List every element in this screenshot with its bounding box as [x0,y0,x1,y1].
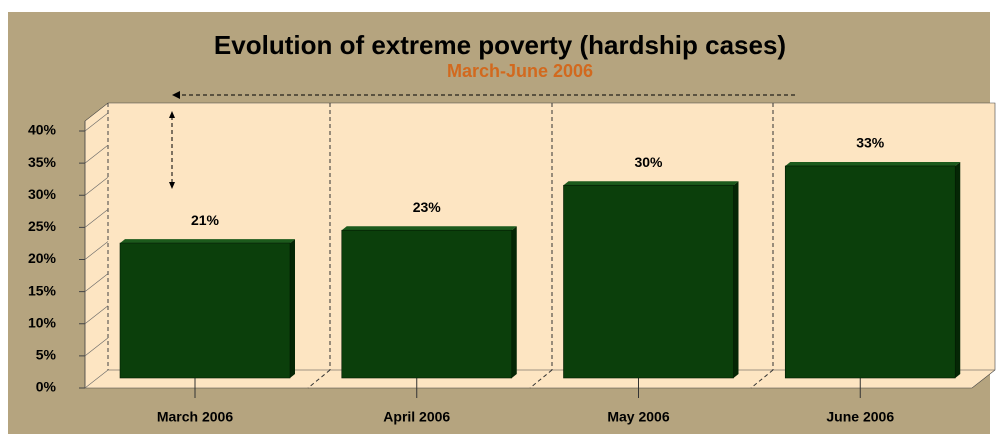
arrows [171,94,795,184]
bar-side [511,226,517,378]
bar-side [955,161,961,378]
y-tick-label: 40% [28,122,57,138]
y-tick-label: 35% [28,154,57,170]
arrow-head [172,91,180,99]
value-label: 33% [856,135,885,151]
bar-top [785,161,961,166]
grid-diag [84,305,109,324]
grid-diag [84,241,109,260]
bar [563,184,734,379]
arrow-head [169,111,175,118]
y-tick-label: 25% [28,218,57,234]
x-tick-label: June 2006 [826,409,894,425]
grid-diag [84,337,109,357]
arrow-head [169,182,175,189]
bar-side [733,181,739,378]
bar [784,165,956,379]
grid-diag [84,369,109,389]
x-tick-label: March 2006 [157,409,233,425]
grid-diag [84,273,109,292]
grid-diag [84,144,109,164]
bar-top [341,226,517,231]
y-tick-label: 5% [36,347,57,363]
grid-diag [84,209,109,228]
y-tick-label: 30% [28,186,57,202]
x-tick-label: May 2006 [607,409,669,425]
grid-diag [84,177,109,196]
bar [341,229,513,379]
x-tick-label: April 2006 [383,409,450,425]
chart-title: Evolution of extreme poverty (hardship c… [214,30,786,60]
bar-top [563,181,739,186]
y-tick-label: 10% [28,314,57,330]
bar [119,242,291,379]
chart-subtitle: March-June 2006 [447,61,593,81]
y-tick-label: 0% [36,379,57,395]
y-tick-label: 20% [28,250,57,266]
value-label: 21% [191,212,220,228]
separators [307,103,774,389]
grid-diag [84,112,109,132]
y-tick-label: 15% [28,282,57,298]
bar-top [120,239,295,244]
value-label: 30% [634,154,663,170]
bar-side [290,239,295,378]
value-label: 23% [413,199,442,215]
